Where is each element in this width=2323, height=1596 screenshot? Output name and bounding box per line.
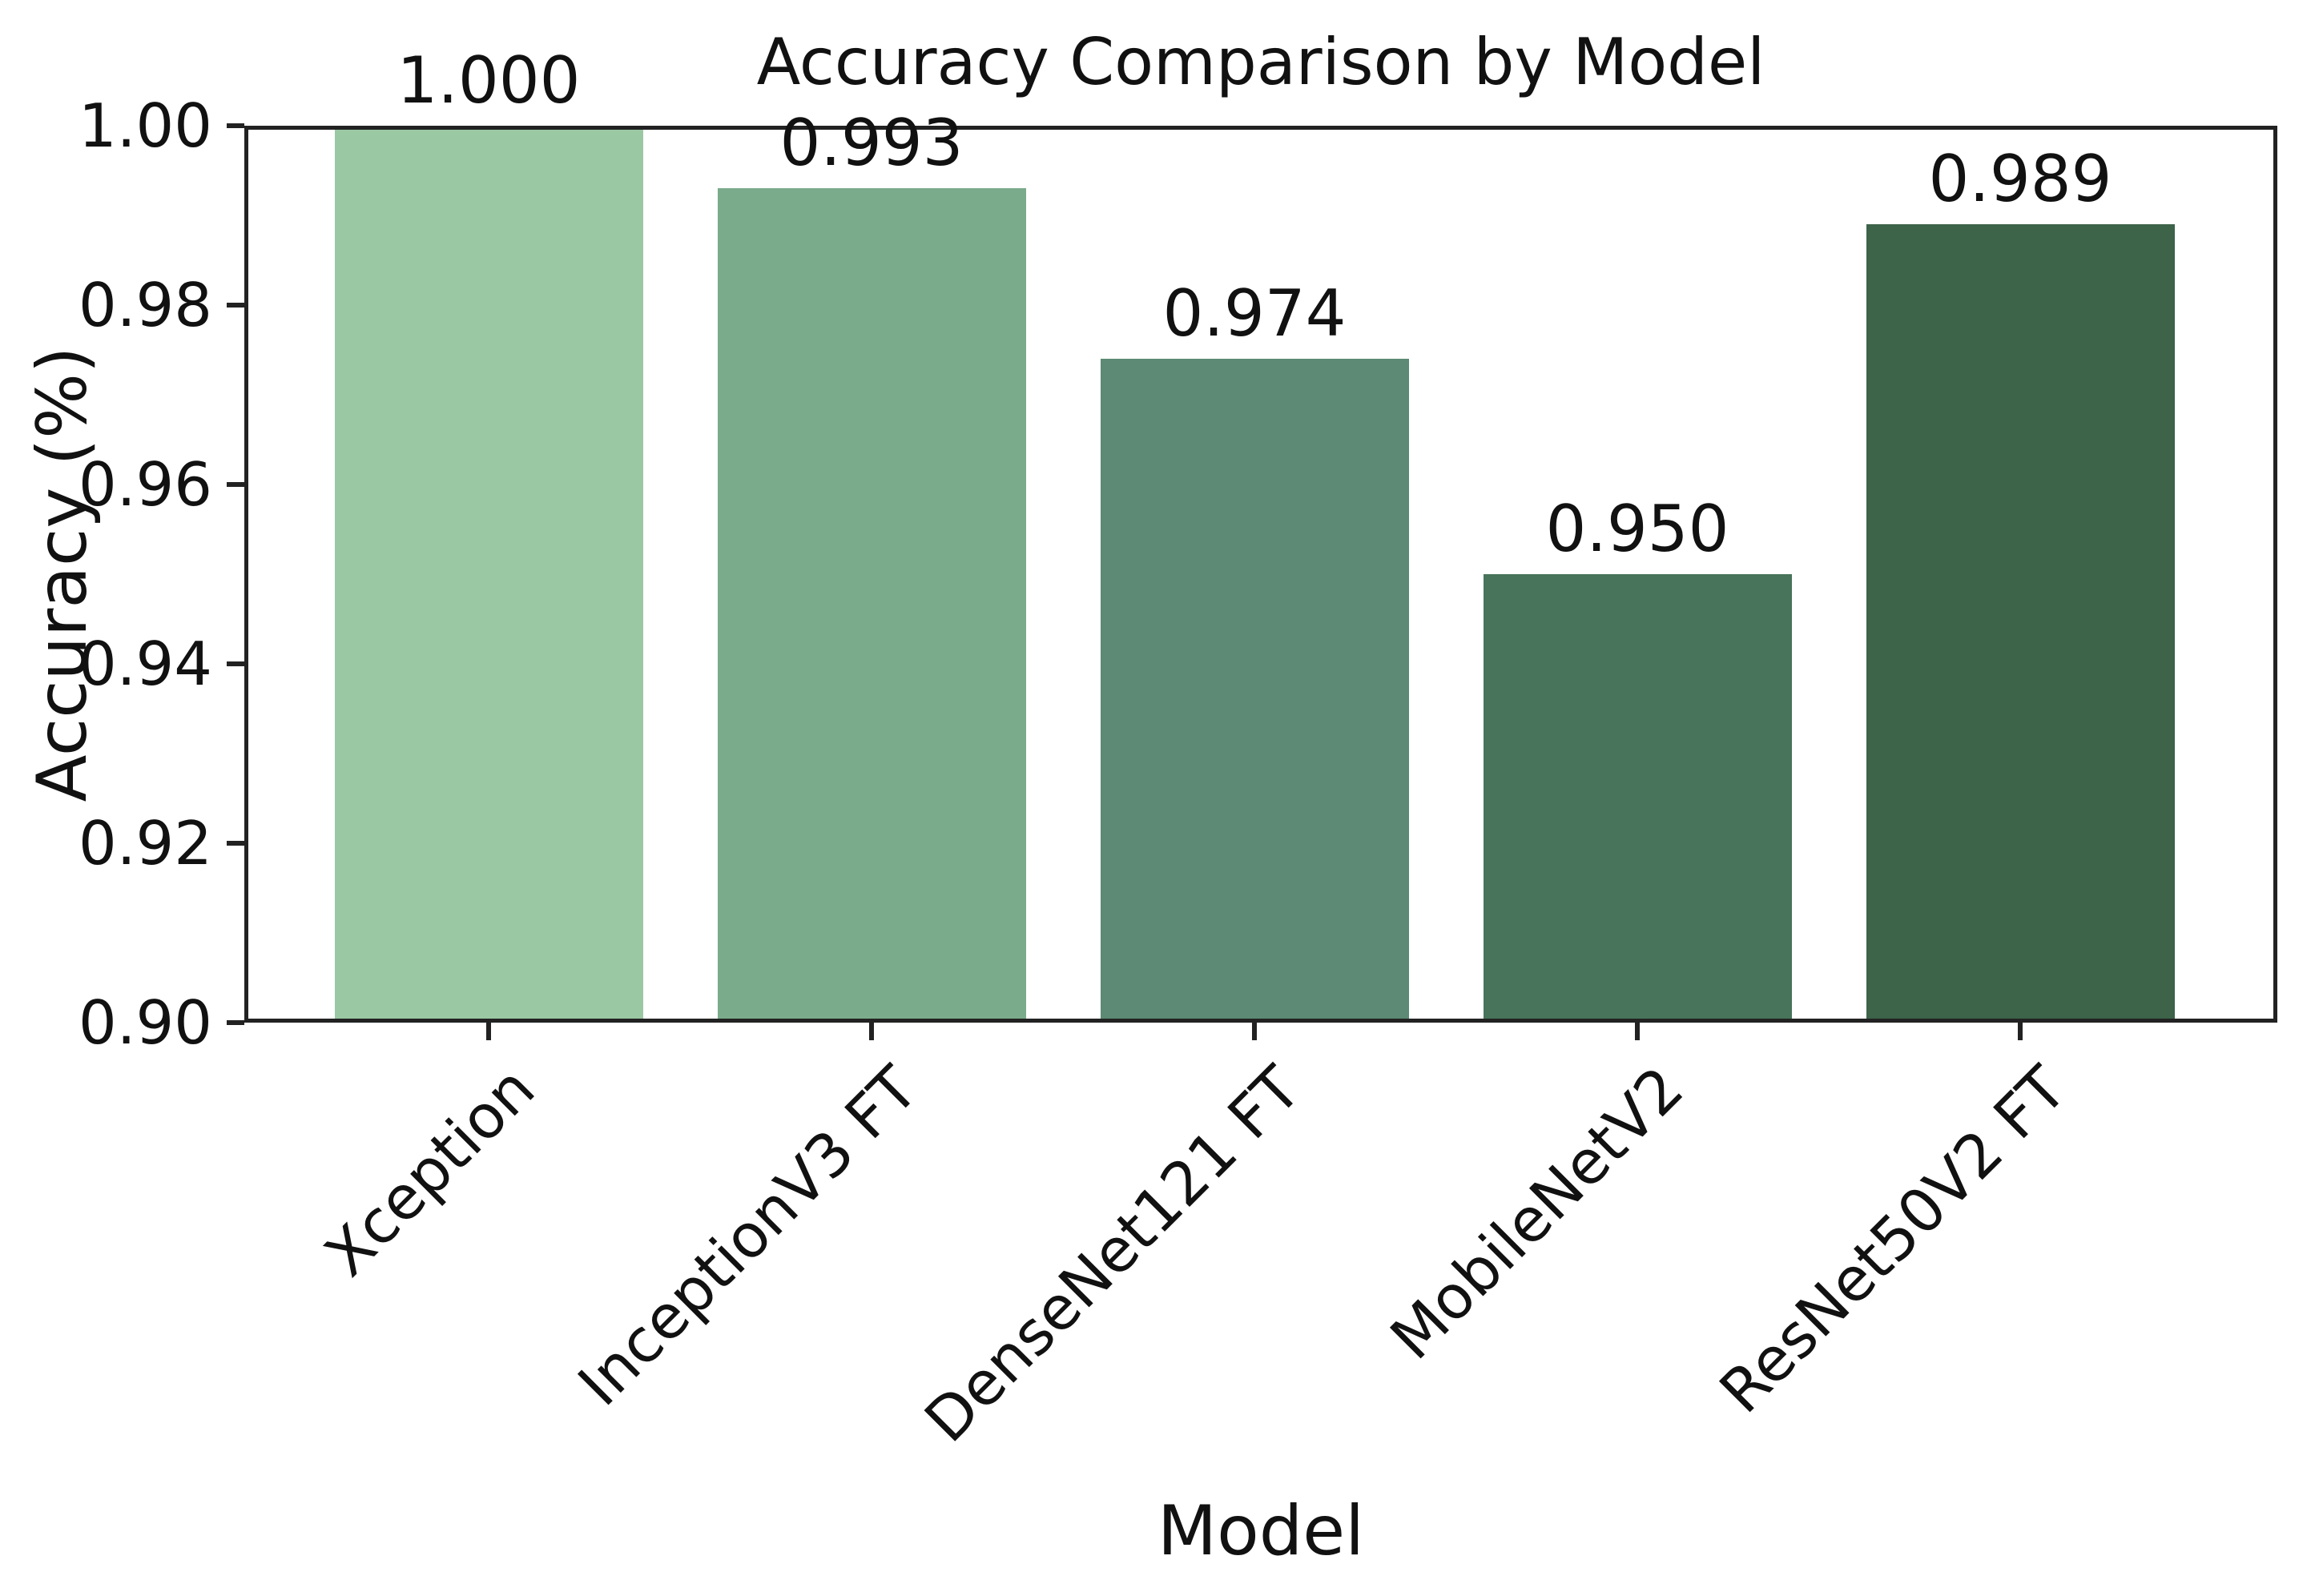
bar-value-label-resnet50v2-ft: 0.989 [1928,142,2112,217]
y-tick-mark [227,661,244,666]
bar-value-label-densenet121-ft: 0.974 [1162,276,1347,352]
x-axis-label: Model [1157,1491,1365,1571]
x-tick-label-text: Xception [311,1053,549,1290]
bar-resnet50v2-ft [1866,224,2175,1023]
x-tick-label-text: InceptionV3 FT [564,1053,932,1420]
bar-value-label-inceptionv3-ft: 0.993 [779,106,964,181]
y-tick-label-0-94: 0.94 [79,629,212,699]
x-tick-label-text: MobileNetV2 [1376,1053,1697,1373]
bar-densenet121-ft [1100,359,1409,1023]
y-tick-mark [227,841,244,846]
x-tick-label-text: DenseNet121 FT [911,1053,1314,1456]
y-tick-label-0-96: 0.96 [79,449,212,520]
y-tick-label-0-90: 0.90 [79,987,212,1058]
x-tick-mark [486,1023,491,1040]
y-tick-mark [227,482,244,487]
x-tick-mark [869,1023,874,1040]
y-tick-mark [227,123,244,128]
bar-xception [334,126,643,1023]
bar-mobilenetv2 [1483,574,1792,1023]
bar-value-label-xception: 1.000 [397,43,581,118]
x-tick-mark [1635,1023,1640,1040]
y-tick-label-0-92: 0.92 [79,808,212,878]
chart-title: Accuracy Comparison by Model [756,25,1765,99]
y-tick-label-1-00: 1.00 [79,90,212,161]
y-tick-label-0-98: 0.98 [79,270,212,340]
bar-value-label-mobilenetv2: 0.950 [1545,492,1729,566]
x-tick-mark [2018,1023,2023,1040]
x-tick-label-text: ResNet50V2 FT [1705,1053,2080,1427]
y-tick-mark [227,1020,244,1025]
y-tick-mark [227,303,244,308]
y-axis-label-text: Accuracy (%) [22,346,103,802]
x-tick-mark [1252,1023,1257,1040]
bar-inceptionv3-ft [717,188,1026,1023]
